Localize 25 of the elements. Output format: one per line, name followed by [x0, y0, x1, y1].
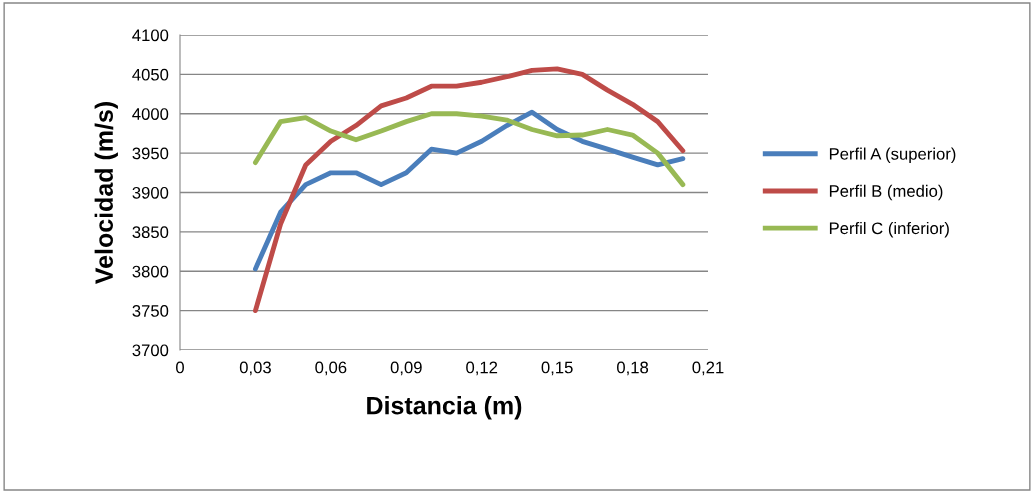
y-tick-label: 4000	[132, 108, 169, 120]
y-tick-label: 3950	[132, 147, 169, 160]
x-tick-label: 0,18	[617, 361, 649, 376]
x-tick-label: 0,09	[390, 361, 422, 376]
y-axis-title: Velocidad (m/s)	[94, 102, 118, 285]
x-tick-label: 0,15	[541, 361, 573, 376]
y-tick-label: 3800	[132, 265, 169, 278]
y-tick-label: 4050	[132, 68, 169, 81]
y-tick-label: 3700	[132, 344, 169, 357]
legend-label: Perfil A (superior)	[829, 147, 956, 164]
y-tick-label: 3900	[132, 186, 169, 199]
x-tick-label: 0,21	[692, 361, 724, 376]
y-tick-label: 3750	[132, 305, 169, 317]
y-tick-label: 3850	[132, 226, 169, 239]
legend-label: Perfil C (inferior)	[829, 221, 949, 238]
line-series	[253, 111, 686, 188]
x-tick-label: 0,06	[315, 361, 347, 376]
x-tick-label: 0	[176, 361, 184, 374]
y-tick-label: 4100	[132, 29, 169, 42]
line-series	[253, 66, 686, 314]
x-tick-label: 0,12	[466, 361, 498, 376]
line-series	[253, 109, 686, 272]
legend-label: Perfil B (medio)	[829, 184, 943, 201]
x-tick-label: 0,03	[239, 361, 271, 376]
x-axis-title: Distancia (m)	[367, 396, 522, 420]
